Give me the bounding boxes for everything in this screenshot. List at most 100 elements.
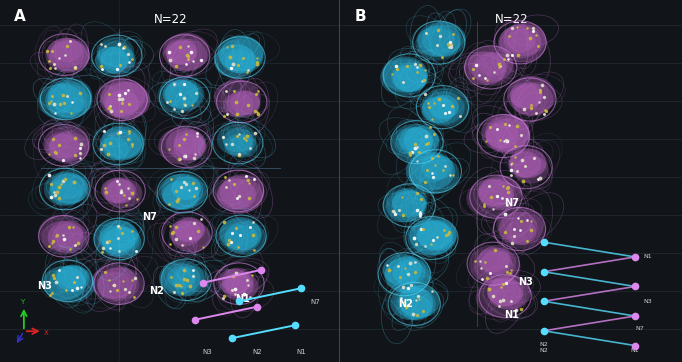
Ellipse shape bbox=[214, 44, 256, 78]
Ellipse shape bbox=[103, 82, 150, 119]
Ellipse shape bbox=[165, 39, 197, 65]
Ellipse shape bbox=[475, 279, 524, 317]
Text: N2: N2 bbox=[539, 342, 548, 347]
Ellipse shape bbox=[162, 181, 199, 210]
Ellipse shape bbox=[223, 93, 254, 117]
Ellipse shape bbox=[511, 85, 542, 109]
Ellipse shape bbox=[511, 82, 553, 116]
Text: N3: N3 bbox=[37, 281, 52, 291]
Ellipse shape bbox=[48, 134, 80, 158]
Ellipse shape bbox=[214, 79, 261, 116]
Ellipse shape bbox=[401, 295, 432, 321]
Ellipse shape bbox=[48, 221, 88, 253]
Ellipse shape bbox=[219, 38, 264, 73]
Ellipse shape bbox=[95, 47, 129, 73]
Ellipse shape bbox=[44, 172, 87, 206]
Ellipse shape bbox=[223, 128, 253, 152]
Text: N1: N1 bbox=[643, 254, 652, 260]
Text: N7: N7 bbox=[311, 299, 321, 305]
Ellipse shape bbox=[218, 218, 262, 253]
Ellipse shape bbox=[421, 88, 470, 126]
Ellipse shape bbox=[228, 134, 258, 158]
Text: N7: N7 bbox=[635, 326, 644, 331]
Text: N=22: N=22 bbox=[153, 13, 188, 26]
Ellipse shape bbox=[214, 178, 254, 210]
Ellipse shape bbox=[45, 131, 83, 161]
Ellipse shape bbox=[478, 176, 522, 210]
Ellipse shape bbox=[226, 90, 261, 117]
Ellipse shape bbox=[171, 221, 211, 252]
Ellipse shape bbox=[385, 257, 430, 293]
Ellipse shape bbox=[428, 95, 459, 119]
Text: N1: N1 bbox=[504, 310, 519, 320]
Ellipse shape bbox=[218, 35, 263, 71]
Ellipse shape bbox=[52, 223, 83, 249]
Ellipse shape bbox=[92, 264, 136, 300]
Ellipse shape bbox=[478, 52, 508, 76]
Ellipse shape bbox=[49, 40, 89, 72]
Text: N7: N7 bbox=[504, 198, 519, 208]
Ellipse shape bbox=[390, 286, 433, 320]
Ellipse shape bbox=[417, 22, 462, 57]
Text: A: A bbox=[14, 9, 25, 24]
Ellipse shape bbox=[50, 173, 89, 204]
Ellipse shape bbox=[48, 78, 92, 113]
Text: N1: N1 bbox=[631, 348, 640, 353]
Ellipse shape bbox=[391, 62, 428, 92]
Ellipse shape bbox=[411, 152, 449, 183]
Ellipse shape bbox=[499, 211, 537, 243]
Ellipse shape bbox=[47, 38, 85, 68]
Ellipse shape bbox=[173, 266, 210, 296]
Ellipse shape bbox=[99, 220, 138, 251]
Ellipse shape bbox=[104, 178, 143, 208]
Ellipse shape bbox=[472, 52, 514, 86]
Ellipse shape bbox=[505, 220, 537, 245]
Ellipse shape bbox=[218, 269, 250, 295]
Ellipse shape bbox=[396, 127, 433, 156]
Text: B: B bbox=[355, 9, 366, 24]
Ellipse shape bbox=[100, 126, 143, 161]
Ellipse shape bbox=[99, 136, 129, 160]
Ellipse shape bbox=[38, 215, 83, 251]
Ellipse shape bbox=[47, 84, 89, 117]
Ellipse shape bbox=[105, 90, 139, 117]
Ellipse shape bbox=[231, 91, 261, 115]
Ellipse shape bbox=[503, 22, 546, 56]
Ellipse shape bbox=[396, 287, 436, 320]
Ellipse shape bbox=[55, 265, 89, 292]
Ellipse shape bbox=[175, 218, 205, 242]
Ellipse shape bbox=[52, 38, 83, 62]
Ellipse shape bbox=[166, 128, 207, 160]
Ellipse shape bbox=[43, 126, 89, 162]
Ellipse shape bbox=[220, 174, 265, 210]
Ellipse shape bbox=[423, 91, 464, 125]
Ellipse shape bbox=[508, 151, 542, 178]
Ellipse shape bbox=[391, 123, 440, 162]
Text: Y: Y bbox=[20, 299, 25, 305]
Ellipse shape bbox=[167, 266, 196, 289]
Ellipse shape bbox=[51, 170, 88, 199]
Ellipse shape bbox=[416, 221, 452, 250]
Text: N7: N7 bbox=[143, 212, 158, 222]
Ellipse shape bbox=[421, 97, 455, 123]
Ellipse shape bbox=[478, 247, 509, 272]
Ellipse shape bbox=[100, 79, 145, 114]
Ellipse shape bbox=[159, 260, 205, 296]
Ellipse shape bbox=[496, 207, 544, 244]
Ellipse shape bbox=[161, 174, 207, 210]
Ellipse shape bbox=[485, 115, 530, 151]
Ellipse shape bbox=[98, 267, 144, 304]
Ellipse shape bbox=[224, 221, 266, 255]
Ellipse shape bbox=[473, 248, 520, 285]
Ellipse shape bbox=[486, 122, 519, 149]
Ellipse shape bbox=[162, 33, 210, 71]
Ellipse shape bbox=[42, 221, 85, 255]
Ellipse shape bbox=[159, 174, 203, 209]
Ellipse shape bbox=[101, 178, 132, 203]
Ellipse shape bbox=[392, 190, 426, 218]
Ellipse shape bbox=[225, 274, 254, 297]
Ellipse shape bbox=[46, 38, 90, 73]
Ellipse shape bbox=[421, 155, 453, 180]
Text: X: X bbox=[44, 330, 48, 336]
Ellipse shape bbox=[481, 114, 529, 152]
